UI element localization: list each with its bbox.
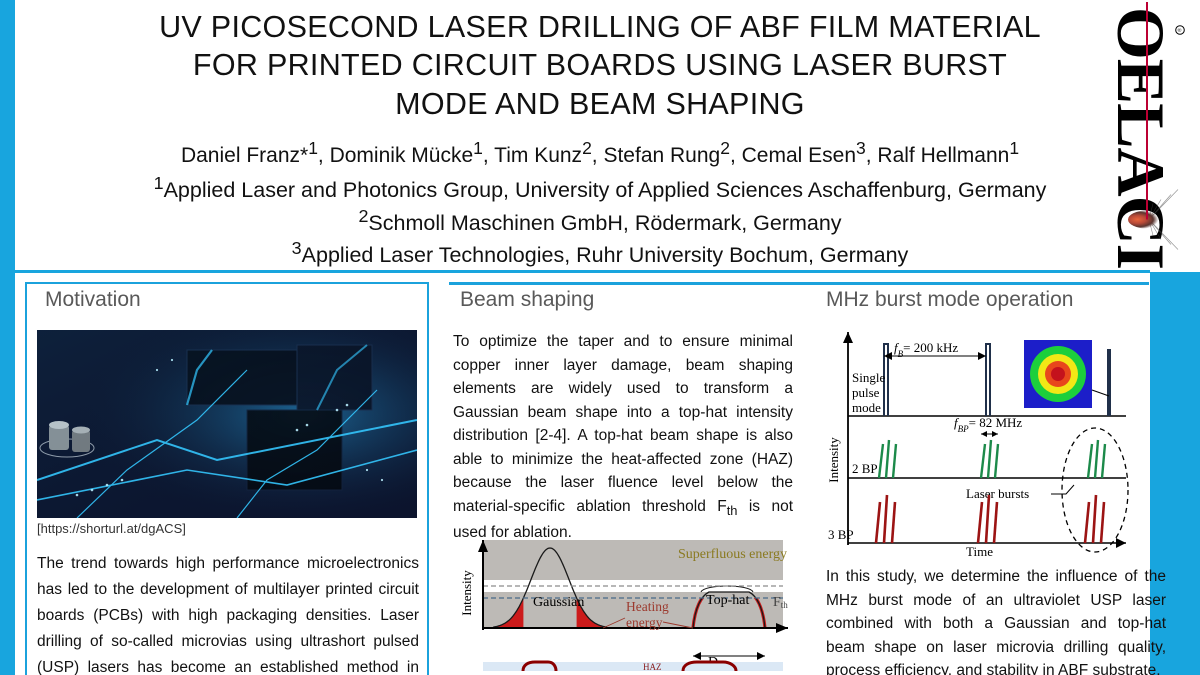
svg-text:Intensity: Intensity (459, 570, 474, 616)
svg-text:pulse: pulse (852, 385, 880, 400)
svg-text:Laser bursts: Laser bursts (966, 486, 1029, 501)
svg-text:Top-hat: Top-hat (706, 593, 749, 608)
svg-text:2 BP: 2 BP (852, 461, 878, 476)
svg-text:®: ® (1175, 28, 1182, 32)
svg-text:mode: mode (852, 400, 881, 415)
svg-text:energy: energy (626, 615, 663, 630)
svg-text:OELACI: OELACI (1103, 7, 1179, 269)
svg-text:Gaussian: Gaussian (533, 595, 584, 610)
svg-text:Fth: Fth (773, 595, 788, 610)
svg-text:Single: Single (852, 370, 885, 385)
svg-text:fBP= 82 MHz: fBP= 82 MHz (954, 415, 1022, 434)
svg-text:Superfluous energy: Superfluous energy (678, 547, 787, 562)
svg-text:Intensity: Intensity (826, 437, 841, 483)
svg-text:3 BP: 3 BP (828, 527, 854, 542)
svg-text:Heating: Heating (626, 599, 669, 614)
svg-text:Time: Time (966, 544, 993, 558)
svg-text:HAZ: HAZ (643, 662, 662, 671)
